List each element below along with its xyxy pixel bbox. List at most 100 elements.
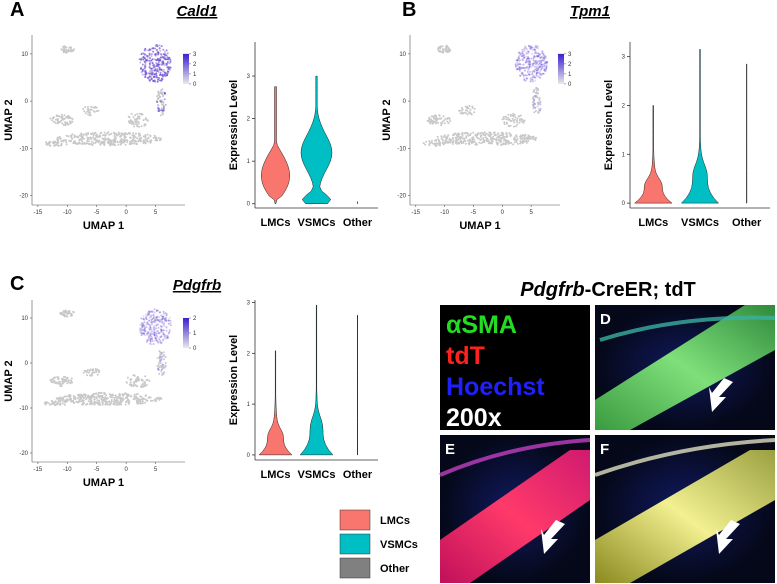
cell-point (55, 118, 58, 121)
cell-point (429, 141, 432, 144)
cell-point (124, 132, 127, 135)
cell-point (59, 396, 62, 399)
cell-point (460, 109, 463, 112)
cell-point (123, 393, 126, 396)
y-tick-label: 10 (21, 316, 28, 322)
cell-point (44, 403, 47, 406)
cell-point (114, 132, 117, 135)
cell-point (148, 54, 151, 57)
cell-point (532, 70, 535, 73)
y-tick-label: -20 (19, 451, 28, 457)
cell-point (133, 134, 136, 137)
cell-point (445, 47, 448, 50)
cell-point (147, 136, 150, 139)
cell-point (146, 378, 149, 381)
cell-point (159, 53, 162, 55)
cell-point (521, 140, 524, 143)
x-tick-label: LMCs (261, 217, 291, 229)
cell-point (538, 97, 541, 100)
cell-point (158, 398, 161, 401)
cell-point (159, 325, 162, 327)
cell-point (164, 317, 167, 320)
cell-point (139, 331, 142, 334)
cell-point (544, 60, 547, 63)
cell-point (156, 309, 158, 312)
cell-point (516, 64, 519, 67)
cell-point (165, 320, 168, 322)
cell-point (146, 55, 149, 57)
cell-point (143, 329, 146, 332)
cell-point (533, 65, 536, 68)
cell-point (69, 382, 72, 385)
cell-point (84, 393, 87, 396)
cell-point (156, 95, 159, 98)
image-d (595, 305, 776, 430)
cell-point (164, 318, 166, 321)
cell-point (459, 141, 461, 144)
cell-point (121, 397, 124, 400)
cell-point (166, 335, 169, 337)
cell-point (165, 49, 168, 52)
cell-point (448, 138, 451, 140)
cell-point (77, 136, 80, 139)
cell-point (61, 380, 64, 383)
cell-point (544, 61, 547, 64)
cell-point (116, 399, 119, 402)
cell-point (431, 139, 433, 142)
cell-point (84, 106, 87, 109)
cell-point (160, 107, 163, 110)
cell-point (158, 57, 161, 60)
scale-tick-label: 3 (568, 52, 572, 58)
cell-point (155, 339, 158, 342)
cell-point (145, 341, 148, 343)
cell-point (509, 134, 512, 137)
cell-point (152, 331, 155, 334)
cell-point (507, 142, 510, 145)
cell-point (439, 45, 442, 48)
cell-point (51, 378, 54, 381)
cell-point (431, 122, 434, 125)
cell-point (535, 87, 538, 89)
cell-point (78, 134, 81, 137)
cell-point (161, 111, 164, 114)
cell-point (163, 335, 166, 338)
cell-point (527, 140, 530, 143)
cell-point (538, 99, 541, 102)
cell-point (525, 51, 528, 54)
cell-point (95, 370, 98, 373)
cell-point (108, 133, 111, 136)
cell-point (467, 142, 470, 145)
cell-point (72, 401, 75, 404)
cell-point (469, 140, 472, 143)
cell-point (64, 139, 67, 142)
cell-point (428, 140, 431, 143)
cell-point (441, 141, 444, 144)
cell-point (132, 116, 135, 119)
cell-point (144, 53, 147, 56)
cell-point (534, 61, 537, 63)
x-tick-label: 0 (124, 467, 128, 473)
cell-point (533, 111, 536, 114)
cell-point (157, 65, 160, 68)
cell-point (529, 137, 532, 140)
cell-point (137, 122, 140, 125)
cell-point (88, 369, 91, 372)
cell-point (524, 74, 527, 77)
cell-point (137, 402, 140, 404)
cell-point (103, 138, 105, 141)
cell-point (57, 120, 60, 123)
cell-point (523, 56, 526, 59)
cell-point (141, 57, 144, 59)
cell-point (88, 403, 91, 406)
cell-point (65, 116, 68, 119)
violin (680, 49, 720, 204)
cell-point (539, 65, 542, 68)
cell-point (531, 49, 534, 52)
cell-point (149, 316, 152, 319)
cell-point (526, 60, 529, 63)
cell-point (165, 334, 168, 337)
cell-point (57, 382, 60, 385)
cell-point (58, 115, 61, 118)
cell-point (164, 103, 167, 106)
cell-point (159, 336, 162, 339)
